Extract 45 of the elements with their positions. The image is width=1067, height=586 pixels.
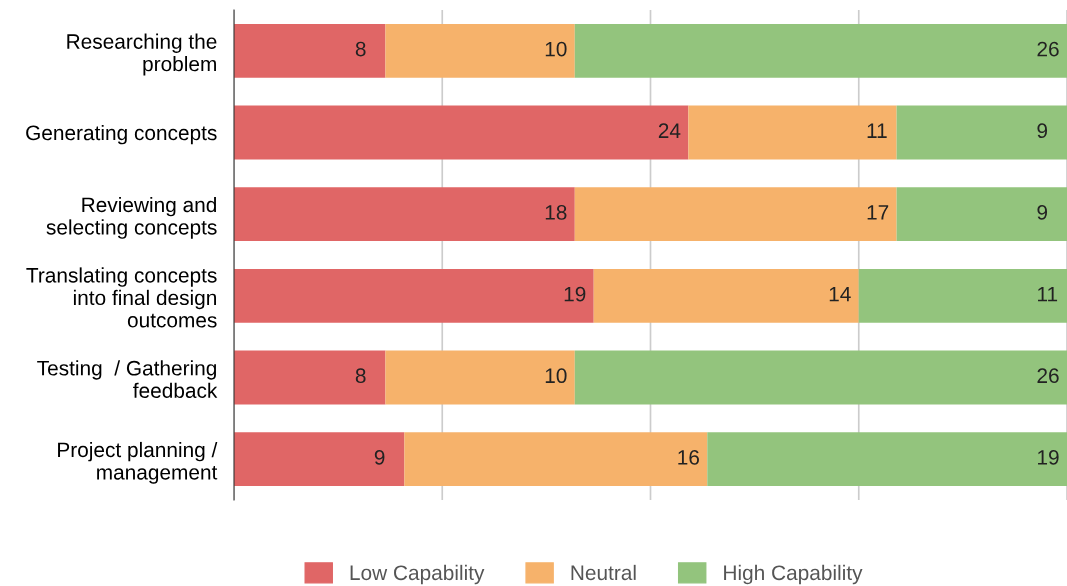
- data-label: 9: [1037, 123, 1048, 139]
- data-label: 17: [867, 205, 889, 220]
- bar: [385, 350, 575, 405]
- bar: [896, 105, 1067, 160]
- bar: [593, 268, 859, 323]
- bar: [574, 350, 1067, 405]
- data-label: 8: [355, 368, 366, 384]
- data-label: 9: [374, 450, 385, 465]
- bar: [234, 105, 689, 160]
- data-label: 11: [867, 123, 887, 138]
- bar: [234, 350, 386, 405]
- data-label: 14: [829, 286, 851, 302]
- legend-label: Low Capability: [350, 564, 485, 585]
- data-label: 10: [545, 41, 567, 57]
- data-label: 26: [1037, 368, 1059, 384]
- bar: [896, 187, 1067, 242]
- bar: [688, 105, 897, 160]
- bar: [574, 187, 897, 242]
- y-tick-label: Generating concepts: [26, 124, 217, 145]
- legend-label: High Capability: [724, 564, 863, 585]
- data-label: 8: [355, 41, 366, 57]
- y-tick-label: Project planning / management: [58, 441, 218, 484]
- bar: [234, 187, 575, 242]
- bar: [234, 23, 386, 78]
- legend-label: Neutral: [571, 564, 636, 581]
- bar: [574, 23, 1067, 78]
- bar: [858, 268, 1067, 323]
- bar: [234, 432, 405, 487]
- bar: [707, 432, 1067, 487]
- y-tick-label: Reviewing and selecting concepts: [46, 196, 217, 239]
- bar: [385, 23, 575, 78]
- data-label: 19: [1038, 450, 1059, 465]
- data-label: 18: [545, 205, 567, 220]
- data-label: 19: [564, 286, 586, 302]
- data-label: 26: [1037, 41, 1059, 57]
- data-label: 16: [678, 450, 699, 465]
- data-label: 11: [1038, 286, 1058, 302]
- bar: [234, 268, 594, 323]
- data-label: 24: [658, 123, 681, 138]
- y-tick-label: Translating concepts into final design outcomes: [26, 267, 217, 328]
- bar: [404, 432, 708, 487]
- y-tick-label: Researching the problem: [67, 33, 217, 76]
- data-label: 10: [545, 368, 567, 384]
- data-label: 9: [1037, 205, 1048, 220]
- y-tick-label: Testing / Gathering feedback: [37, 360, 218, 398]
